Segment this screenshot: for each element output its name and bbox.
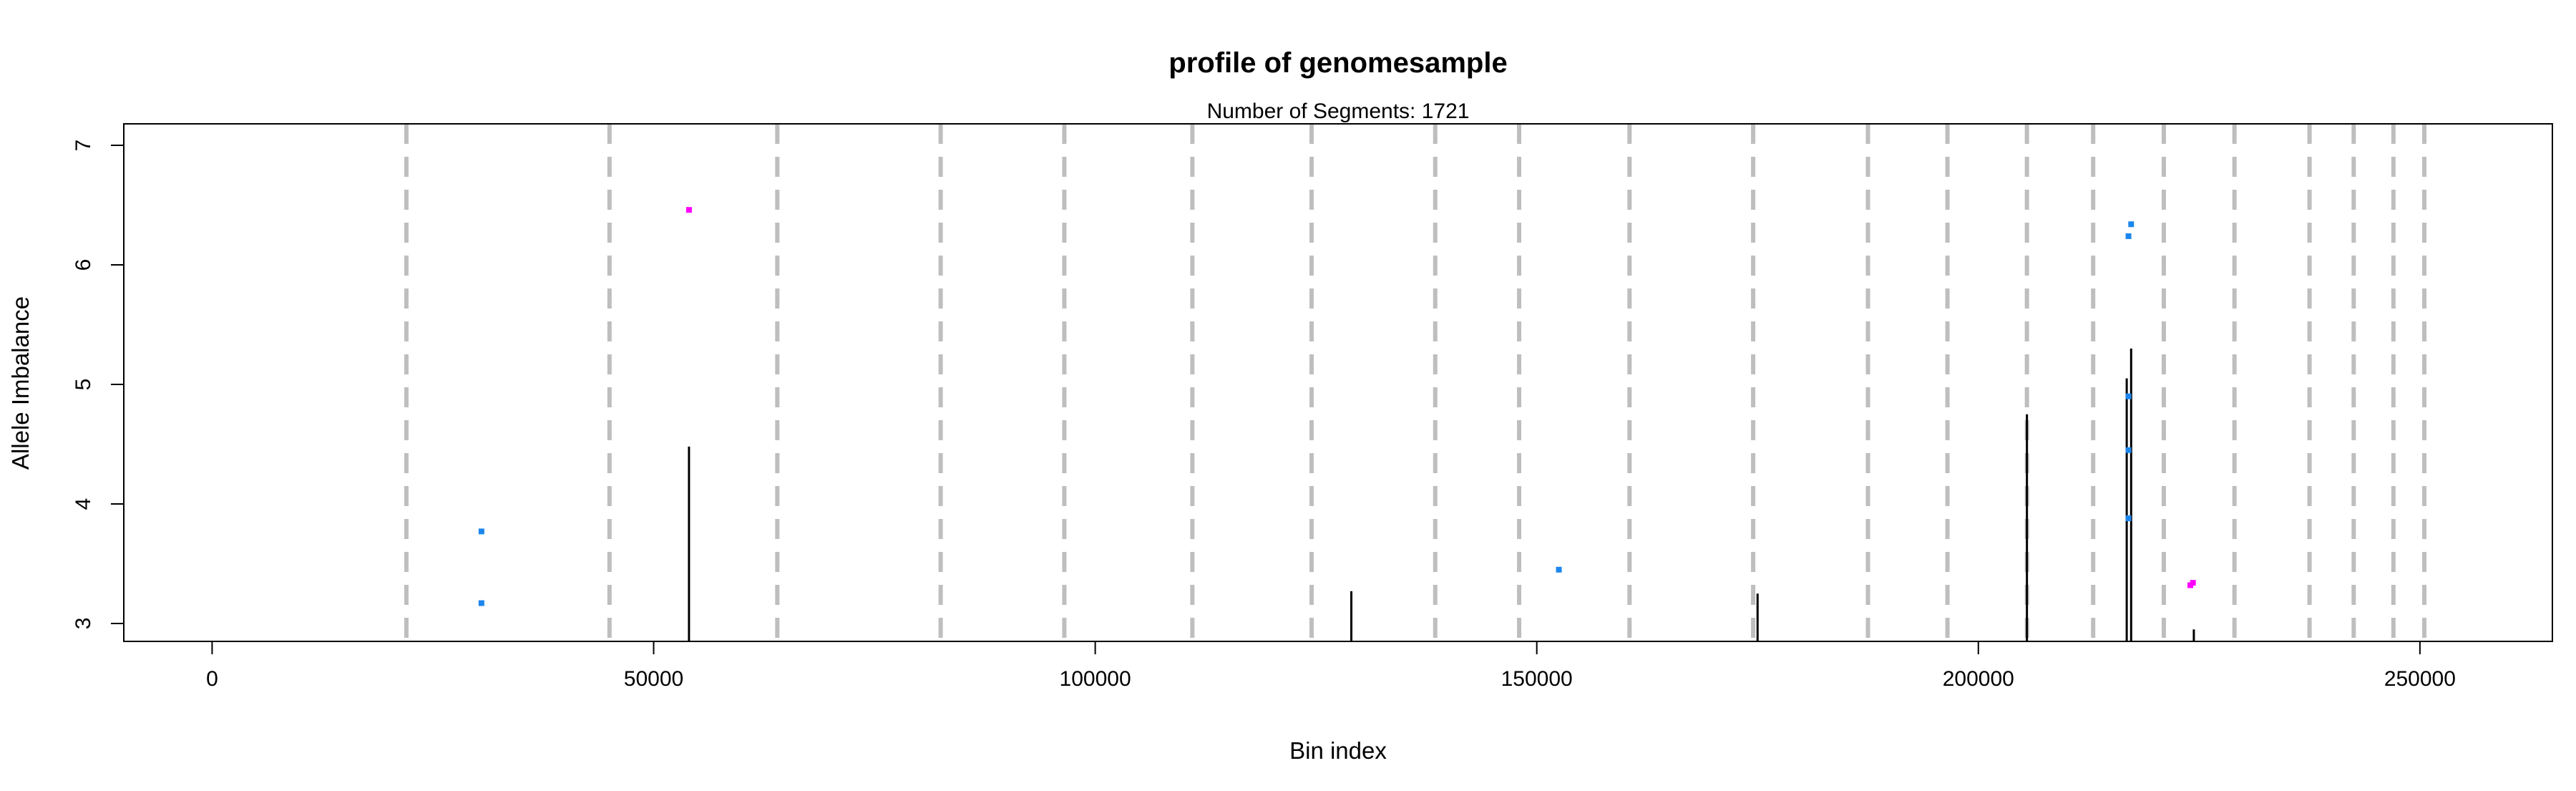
blue-point-6 [2125,393,2132,399]
y-tick-label-0: 3 [72,618,95,630]
blue-point-3 [1556,566,1562,573]
magenta-point-1 [686,207,692,213]
chromosome-boundaries [404,124,2427,641]
x-tick-label-1: 50000 [624,667,683,691]
magenta-point-3 [2190,580,2196,586]
y-tick-label-3: 6 [72,259,95,271]
x-axis-label: Bin index [1289,737,1387,764]
blue-point-8 [2125,515,2132,522]
chart-title: profile of genomesample [1169,47,1507,79]
x-tick-label-2: 100000 [1060,667,1131,691]
y-tick-label-2: 5 [72,379,95,391]
y-tick-label-4: 7 [72,140,95,152]
blue-point-2 [478,600,484,606]
x-tick-label-3: 150000 [1501,667,1573,691]
blue-point-4 [2125,233,2132,239]
blue-point-7 [2125,447,2132,453]
x-axis: 0 50000 100000 150000 200000 250000 [206,641,2456,691]
x-tick-label-4: 200000 [1943,667,2014,691]
chart-subtitle: Number of Segments: 1721 [1207,100,1470,123]
y-axis-label: Allele Imbalance [7,296,34,470]
plot-frame [123,123,2553,642]
y-tick-label-1: 4 [72,498,95,510]
segment-lines [688,348,2195,641]
x-tick-label-5: 250000 [2384,667,2456,691]
blue-point-1 [478,528,484,535]
x-tick-label-0: 0 [206,667,218,691]
data-points [478,207,2196,606]
blue-point-5 [2128,221,2135,228]
y-axis: 3 4 5 6 7 [72,140,124,630]
